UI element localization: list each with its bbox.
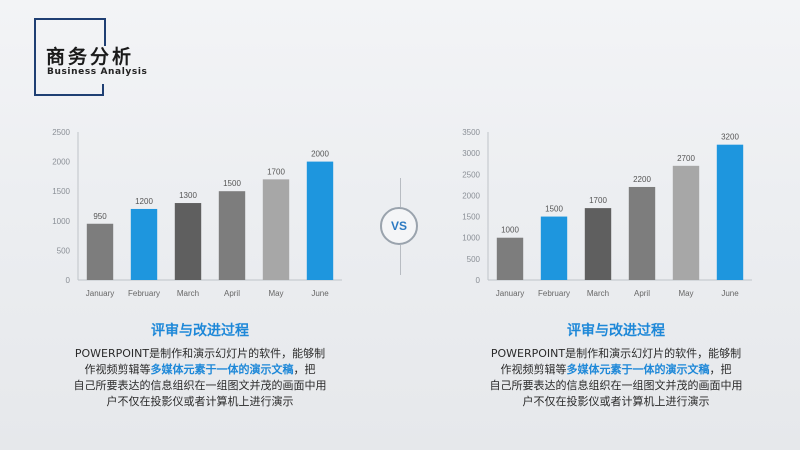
x-tick-label: February <box>128 289 160 298</box>
right-desc-line-3: 自己所要表达的信息组织在一组图文并茂的画面中用 <box>489 379 743 392</box>
x-tick-label: April <box>224 289 240 298</box>
right-desc-line-1: POWERPOINT是制作和演示幻灯片的软件，能够制 <box>490 347 742 360</box>
vs-divider-bottom <box>400 245 401 275</box>
bar <box>306 161 334 280</box>
left-desc-line-2-pre: 作视频剪辑等 <box>84 363 151 376</box>
y-tick-label: 500 <box>57 246 71 255</box>
y-tick-label: 1500 <box>462 213 480 222</box>
y-tick-label: 2500 <box>462 170 480 179</box>
bar <box>130 208 158 280</box>
left-desc-line-2: 作视频剪辑等多媒体元素于一体的演示文稿，把 <box>35 362 365 378</box>
x-tick-label: February <box>538 289 570 298</box>
bar-value-label: 2700 <box>677 154 695 163</box>
bar-value-label: 1700 <box>267 167 285 176</box>
y-tick-label: 0 <box>66 276 71 285</box>
y-tick-label: 3500 <box>462 128 480 137</box>
x-tick-label: June <box>721 289 739 298</box>
bar-value-label: 2200 <box>633 175 651 184</box>
x-tick-label: March <box>587 289 609 298</box>
bar-value-label: 1200 <box>135 197 153 206</box>
right-heading: 评审与改进过程 <box>567 323 665 339</box>
right-desc-line-2-post: ，把 <box>709 363 732 376</box>
bar-value-label: 2000 <box>311 150 329 159</box>
y-tick-label: 2500 <box>52 128 70 137</box>
page-subtitle: Business Analysis <box>47 67 148 77</box>
title-frame <box>34 18 106 96</box>
y-tick-label: 1500 <box>52 187 70 196</box>
bar <box>262 179 290 280</box>
left-description: POWERPOINT是制作和演示幻灯片的软件，能够制 作视频剪辑等多媒体元素于一… <box>35 346 365 410</box>
vs-divider-top <box>400 178 401 207</box>
y-tick-label: 3000 <box>462 149 480 158</box>
left-desc-line-1: POWERPOINT是制作和演示幻灯片的软件，能够制 <box>74 347 326 360</box>
bar <box>584 208 612 280</box>
y-tick-label: 2000 <box>462 191 480 200</box>
left-bar-chart: 0 500 1000 1500 2000 2500 950 January 1200 Februa… <box>52 128 342 298</box>
bar-value-label: 950 <box>93 212 107 221</box>
right-desc-line-2: 作视频剪辑等多媒体元素于一体的演示文稿，把 <box>451 362 781 378</box>
x-tick-label: May <box>268 289 283 298</box>
bar <box>496 237 524 280</box>
left-desc-line-3: 自己所要表达的信息组织在一组图文并茂的画面中用 <box>73 379 327 392</box>
title-frame-right <box>102 84 104 96</box>
right-desc-highlight: 多媒体元素于一体的演示文稿 <box>566 363 710 376</box>
left-desc-highlight: 多媒体元素于一体的演示文稿 <box>150 363 294 376</box>
right-desc-line-4: 户不仅在投影仪或者计算机上进行演示 <box>522 395 710 408</box>
vs-badge: VS <box>380 207 418 245</box>
y-tick-label: 0 <box>476 276 481 285</box>
bar-value-label: 1300 <box>179 191 197 200</box>
y-tick-label: 2000 <box>52 158 70 167</box>
y-tick-label: 1000 <box>462 234 480 243</box>
x-tick-label: June <box>311 289 329 298</box>
title-frame-bottom <box>34 94 104 96</box>
y-tick-label: 500 <box>467 255 481 264</box>
page-title: 商务分析 <box>46 46 135 68</box>
x-tick-label: May <box>678 289 693 298</box>
x-tick-label: January <box>86 289 114 298</box>
bar <box>86 223 114 280</box>
bar <box>540 216 568 280</box>
bar <box>174 203 202 280</box>
x-tick-label: April <box>634 289 650 298</box>
bar <box>716 144 744 280</box>
right-desc-line-2-pre: 作视频剪辑等 <box>500 363 567 376</box>
x-tick-label: March <box>177 289 199 298</box>
bar <box>672 165 700 280</box>
x-tick-label: January <box>496 289 524 298</box>
right-description: POWERPOINT是制作和演示幻灯片的软件，能够制 作视频剪辑等多媒体元素于一… <box>451 346 781 410</box>
bar <box>218 191 246 280</box>
y-tick-label: 1000 <box>52 217 70 226</box>
bar-value-label: 3200 <box>721 133 739 142</box>
right-bar-chart: 0 500 1000 1500 2000 2500 3000 3500 1000 January 1… <box>462 128 752 298</box>
left-desc-line-2-post: ，把 <box>293 363 316 376</box>
bar <box>628 186 656 280</box>
bar-value-label: 1000 <box>501 226 519 235</box>
bar-value-label: 1500 <box>545 205 563 214</box>
bar-value-label: 1500 <box>223 179 241 188</box>
bar-value-label: 1700 <box>589 196 607 205</box>
left-heading: 评审与改进过程 <box>151 323 249 339</box>
left-desc-line-4: 户不仅在投影仪或者计算机上进行演示 <box>106 395 294 408</box>
